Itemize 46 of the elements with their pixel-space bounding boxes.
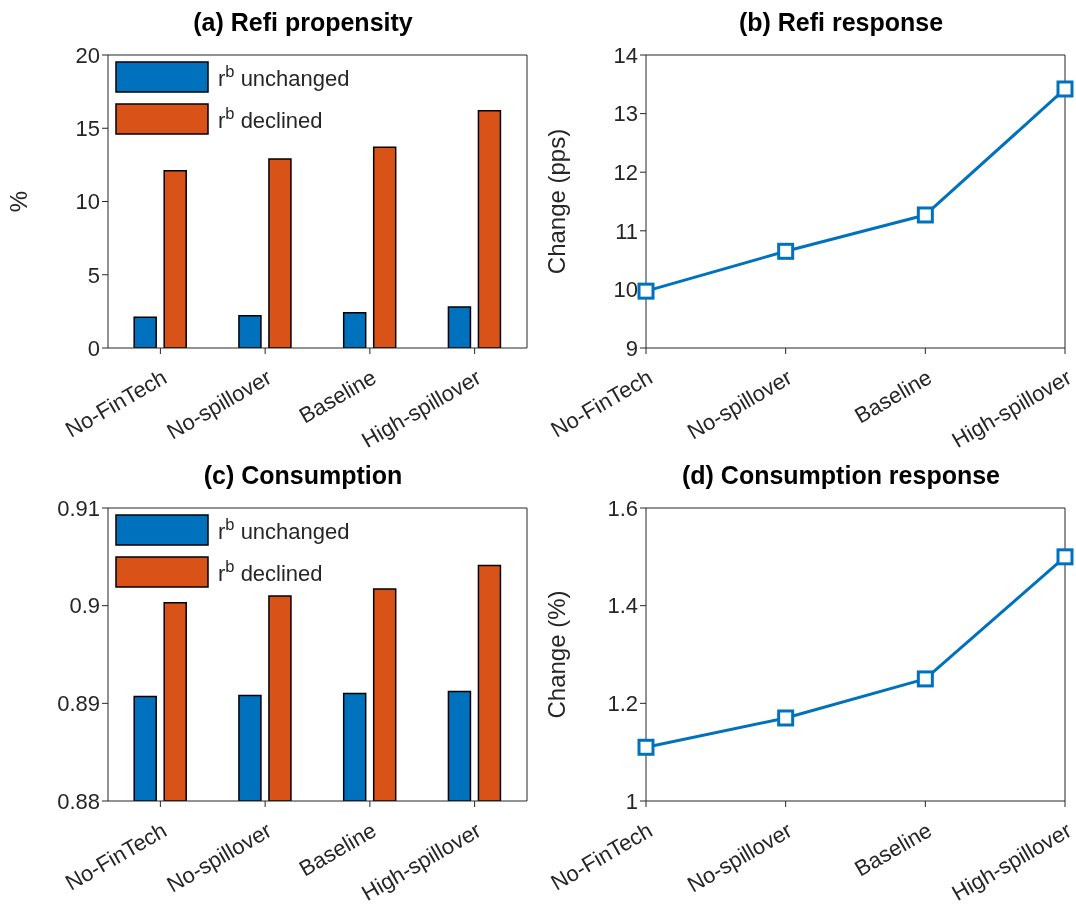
y-tick-label: 0.91: [57, 495, 100, 521]
y-tick-label: 1.4: [607, 593, 638, 619]
y-tick-label: 0.89: [57, 691, 100, 717]
bar: [268, 158, 292, 348]
chart-title: (a) Refi propensity: [192, 8, 414, 37]
y-tick-label: 1.2: [607, 691, 638, 717]
chart-title: (c) Consumption: [202, 461, 404, 490]
bar: [342, 312, 367, 348]
bar: [163, 169, 187, 348]
bar: [372, 146, 397, 348]
y-axis-title: %: [4, 190, 32, 213]
y-tick-label: 1: [625, 788, 638, 814]
chart-title: (b) Refi response: [737, 8, 945, 37]
point: [777, 242, 795, 260]
y-tick-label: 15: [75, 116, 100, 142]
legend-label: r$^{b}$ unchanged: [218, 62, 350, 91]
y-tick-label: 20: [75, 42, 100, 68]
chart-title: (d) Consumption response: [680, 461, 1002, 490]
y-tick-label: 10: [75, 189, 100, 215]
bar: [133, 316, 157, 348]
y-tick-label: 13: [613, 101, 638, 127]
y-axis-title: Change (pps): [542, 128, 570, 275]
point: [1056, 80, 1074, 98]
y-tick-label: 10: [613, 277, 638, 303]
y-tick-label: 12: [613, 160, 638, 186]
y-tick-label: 0.9: [69, 593, 100, 619]
legend-label: r$^{b}$ declined: [218, 557, 323, 586]
y-tick-label: 0: [87, 335, 100, 361]
y-tick-label: 9: [625, 335, 638, 361]
y-tick-label: 1.6: [607, 495, 638, 521]
legend-label: r$^{b}$ unchanged: [218, 515, 350, 544]
y-tick-label: 0.88: [57, 788, 100, 814]
y-tick-label: 11: [615, 218, 638, 244]
y-axis-title: Change (%): [542, 590, 570, 719]
y-tick-label: 5: [87, 262, 100, 288]
bar: [238, 315, 262, 348]
point: [637, 282, 655, 300]
bar: [477, 109, 502, 348]
point: [777, 709, 795, 727]
bar: [447, 306, 472, 348]
point: [637, 738, 655, 756]
point: [916, 206, 934, 224]
y-tick-label: 14: [613, 42, 638, 68]
point: [1056, 548, 1074, 566]
legend-label: r$^{b}$ declined: [218, 104, 323, 133]
point: [916, 670, 934, 688]
